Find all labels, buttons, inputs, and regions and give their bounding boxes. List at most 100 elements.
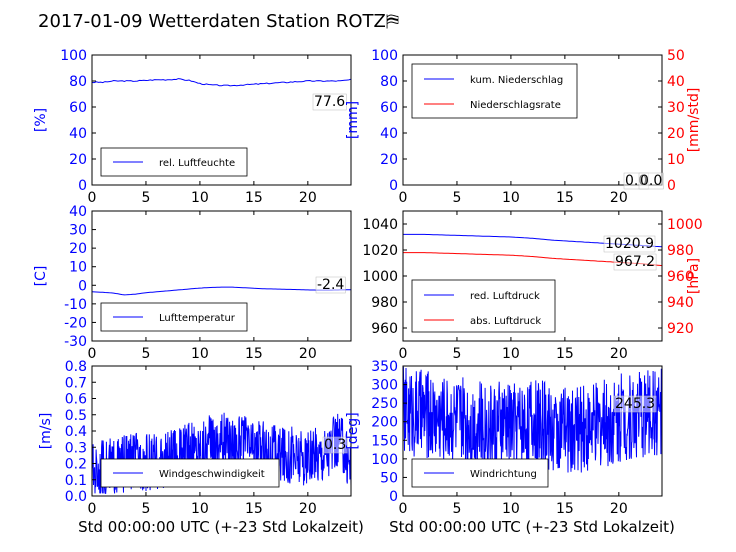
y-tick-label: 80 (380, 74, 398, 90)
legend-box (411, 279, 556, 333)
y-axis-label: [m/s] (38, 413, 54, 450)
y-right-tick-label: 940 (667, 295, 694, 311)
legend-box (411, 63, 578, 119)
panel-3: 0 5 10 15 20 -30 -20 -10 0 10 20 30 40 [C] Lufttempera… (33, 204, 352, 362)
x-tick-label: 5 (452, 346, 461, 362)
x-tick-label: 15 (556, 346, 574, 362)
legend-label: Niederschlagsrate (470, 100, 561, 111)
y-axis-label: [deg] (345, 412, 361, 449)
y-tick-label: 960 (371, 321, 398, 337)
plot-frame (91, 54, 352, 186)
legend: rel. Luftfeuchte (100, 147, 248, 177)
y-tick-label: 100 (371, 48, 398, 64)
y-right-tick-label: 960 (667, 269, 694, 285)
legend: Windrichtung (411, 458, 549, 488)
x-tick-label: 20 (610, 501, 628, 517)
y-tick-label: 0.6 (65, 392, 87, 408)
y-right-tick-label: 920 (667, 321, 694, 337)
legend-label: Windgeschwindigkeit (159, 469, 265, 480)
x-tick-label: 10 (191, 501, 209, 517)
y-tick-label: 250 (371, 396, 398, 412)
last-value-label: 0.3 (324, 437, 346, 453)
plot-frame (402, 54, 663, 186)
y-right-tick-label: 1000 (667, 217, 703, 233)
y-tick-label: 40 (69, 204, 87, 220)
x-tick-label: 10 (502, 346, 520, 362)
panel-4: 0 5 10 15 20 960 980 1000 1020 1040 920 940 960 980 10… (362, 210, 703, 362)
x-tick-label: 0 (399, 190, 408, 206)
y-tick-label: 0.2 (65, 457, 87, 473)
last-value-label: 0.0 (640, 173, 662, 189)
panel-5: 0 5 10 15 200.00.10.20.30.40.50.60.70.8[m/s]… (38, 359, 352, 517)
x-axis-label: Std 00:00:00 UTC (+-23 Std Lokalzeit) (78, 518, 364, 536)
panel-1: 0 5 10 15 20 0 20 40 60 80 100 [%] rel. Luftfeuchte 7… (33, 48, 352, 206)
y-right-tick-label: 50 (667, 48, 685, 64)
x-axis-label: Std 00:00:00 UTC (+-23 Std Lokalzeit) (389, 518, 675, 536)
figure-title: 2017-01-09 Wetterdaten Station ROTZ⛿ (38, 11, 399, 32)
x-tick-label: 5 (452, 190, 461, 206)
y-tick-label: 40 (380, 126, 398, 142)
x-tick-label: 20 (610, 346, 628, 362)
x-tick-label: 5 (141, 501, 150, 517)
y-tick-label: 0.3 (65, 440, 87, 456)
y-right-tick-label: 40 (667, 74, 685, 90)
x-tick-label: 20 (299, 501, 317, 517)
y-tick-label: 20 (380, 152, 398, 168)
y-tick-label: 0.4 (65, 424, 87, 440)
x-tick-label: 15 (245, 190, 263, 206)
y-tick-label: 0.1 (65, 473, 87, 489)
y-tick-label: 10 (69, 260, 87, 276)
y-tick-label: 300 (371, 378, 398, 394)
last-value-label: 967.2 (615, 254, 655, 270)
x-tick-label: 20 (610, 190, 628, 206)
y-tick-label: 0 (389, 489, 398, 505)
y-axis-label-right: [hPa] (686, 258, 702, 294)
series-line-1 (91, 78, 352, 87)
last-value-label: 245.3 (615, 396, 655, 412)
x-tick-label: 5 (452, 501, 461, 517)
x-tick-label: 20 (299, 346, 317, 362)
panel-6: 0 5 10 15 20050100150200250300350[deg]Windri… (345, 359, 663, 517)
y-axis-label: [%] (33, 108, 49, 132)
y-tick-label: 1040 (362, 217, 398, 233)
y-tick-label: 100 (371, 452, 398, 468)
y-right-tick-label: 0 (667, 178, 676, 194)
last-value-label: 77.6 (314, 94, 345, 110)
x-tick-label: 5 (141, 190, 150, 206)
legend-label: rel. Luftfeuchte (159, 158, 235, 169)
legend: Lufttemperatur (100, 302, 248, 332)
last-value-box (312, 93, 347, 111)
legend-label: red. Luftdruck (470, 291, 540, 302)
panel-2: 0 5 10 15 20 0 20 40 60 80 100 0 10 20 30 40 50 [mm] [mm/s… (345, 48, 702, 206)
x-tick-label: 15 (245, 501, 263, 517)
x-tick-label: 0 (88, 346, 97, 362)
series-line-1 (402, 366, 663, 473)
plot-frame (402, 365, 663, 497)
y-tick-label: 0.7 (65, 375, 87, 391)
y-tick-label: 0 (78, 278, 87, 294)
y-right-tick-label: 30 (667, 100, 685, 116)
y-tick-label: 50 (380, 470, 398, 486)
y-tick-label: -30 (64, 334, 87, 350)
y-tick-label: 0.0 (65, 489, 87, 505)
y-tick-label: 150 (371, 433, 398, 449)
y-right-tick-label: 10 (667, 152, 685, 168)
y-tick-label: 0 (389, 178, 398, 194)
y-axis-label: [mm] (345, 101, 361, 139)
y-tick-label: 0.5 (65, 408, 87, 424)
y-tick-label: -10 (64, 297, 87, 313)
y-tick-label: 100 (60, 48, 87, 64)
y-right-tick-label: 980 (667, 243, 694, 259)
x-tick-label: 15 (556, 501, 574, 517)
x-tick-label: 10 (502, 501, 520, 517)
last-value-box (315, 276, 346, 294)
y-tick-label: 20 (69, 152, 87, 168)
y-axis-label-right: [mm/std] (686, 88, 702, 153)
y-tick-label: 200 (371, 415, 398, 431)
y-tick-label: 20 (69, 241, 87, 257)
legend-label: Windrichtung (470, 469, 537, 480)
last-value-box (613, 253, 657, 271)
legend: red. Luftdruck abs. Luftdruck (411, 279, 556, 333)
last-value-box (613, 395, 657, 413)
legend: kum. Niederschlag Niederschlagsrate (411, 63, 578, 119)
